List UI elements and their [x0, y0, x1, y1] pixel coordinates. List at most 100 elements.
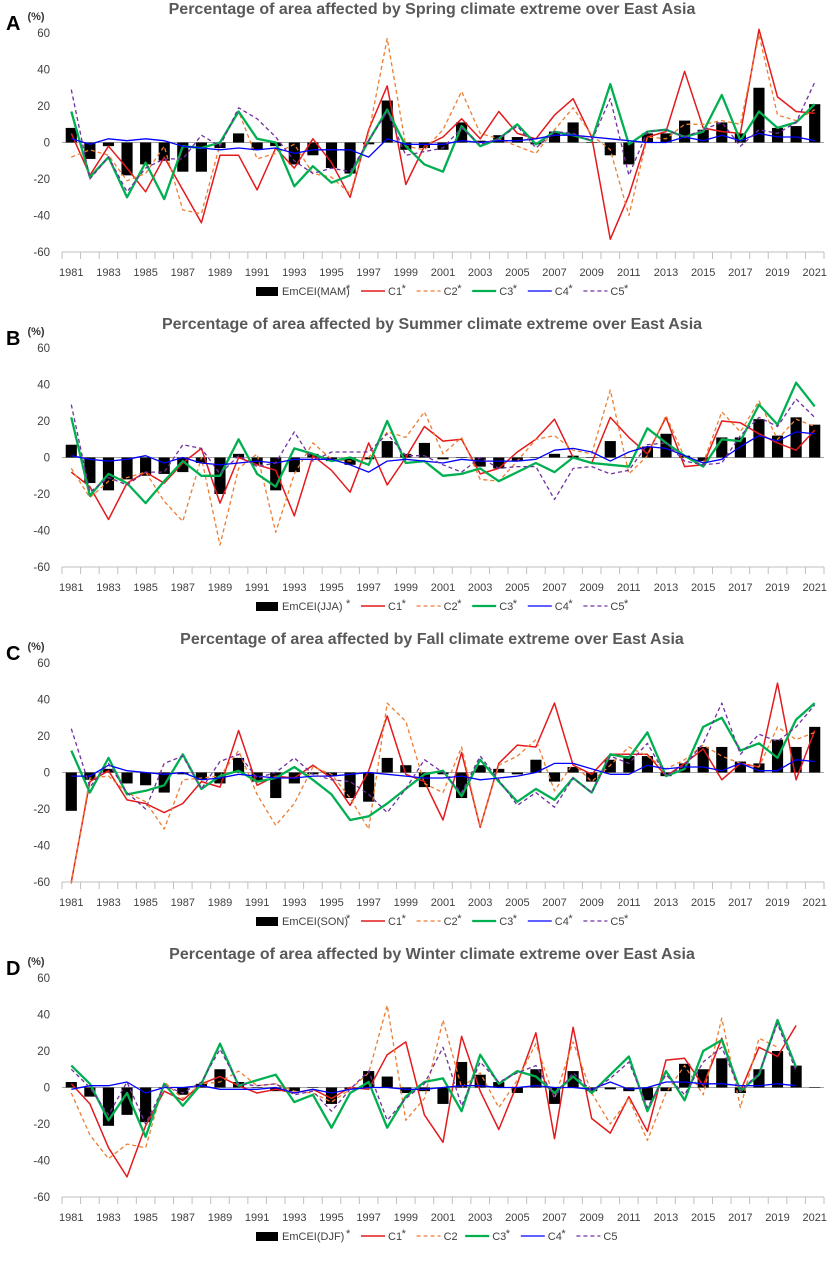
x-tick-label: 1983	[96, 897, 120, 909]
x-tick-label: 1993	[282, 1212, 306, 1224]
bar-1990	[232, 133, 245, 143]
bar-1989	[214, 1069, 226, 1088]
bar-2020	[790, 126, 802, 143]
bar-1997	[363, 772, 375, 802]
bar-1983	[102, 142, 115, 147]
x-tick-label: 1999	[394, 267, 418, 279]
bar-1997	[363, 142, 375, 145]
bar-2016	[716, 437, 728, 458]
y-tick-label: 20	[37, 731, 50, 743]
chart-title: Percentage of area affected by Summer cl…	[162, 316, 702, 333]
x-tick-label: 1987	[171, 582, 195, 594]
bar-1991	[251, 772, 263, 782]
series-line-c2	[70, 702, 815, 884]
bar-1982	[84, 142, 96, 159]
x-tick-label: 1995	[319, 1212, 343, 1224]
y-tick-label: -60	[33, 877, 50, 889]
series-line-c5	[70, 1022, 797, 1125]
x-tick-label: 2009	[579, 897, 603, 909]
legend-significance-star: *	[402, 1228, 407, 1240]
x-tick-label: 1989	[208, 267, 232, 279]
legend-significance-star: *	[346, 1228, 351, 1240]
x-tick-label: 1989	[208, 897, 232, 909]
x-tick-label: 2009	[579, 267, 603, 279]
legend-significance-star: *	[561, 1228, 566, 1240]
legend-label: EmCEI(MAM)	[282, 286, 350, 298]
y-tick-label: 0	[44, 1083, 50, 1095]
x-tick-label: 2005	[505, 267, 529, 279]
legend-label: C1	[388, 286, 402, 298]
bar-2009	[586, 142, 598, 143]
legend-significance-star: *	[457, 913, 462, 925]
bar-2008	[567, 122, 579, 143]
x-tick-label: 2013	[654, 582, 678, 594]
y-tick-label: -20	[33, 804, 50, 816]
legend-significance-star: *	[457, 283, 462, 295]
legend-significance-star: *	[624, 283, 629, 295]
x-tick-label: 2011	[617, 267, 641, 279]
y-tick-label: -60	[33, 562, 50, 574]
bar-2001	[437, 1087, 449, 1104]
legend-swatch-bars	[256, 917, 278, 926]
bar-1987	[177, 457, 189, 473]
x-tick-label: 1981	[59, 897, 83, 909]
y-tick-label: 60	[37, 658, 50, 670]
bar-1999	[400, 1087, 412, 1093]
x-tick-label: 1997	[356, 267, 380, 279]
bar-2016	[716, 746, 728, 773]
bar-2018	[753, 87, 765, 143]
y-tick-label: -20	[33, 489, 50, 501]
y-tick-label: -20	[33, 1119, 50, 1131]
series-line-c4	[71, 431, 815, 473]
x-tick-label: 1991	[245, 1212, 269, 1224]
bar-2016	[716, 1058, 728, 1088]
x-tick-label: 2019	[765, 582, 789, 594]
panel-a: A Percentage of area affected by Spring c…	[6, 1, 827, 298]
bar-2012	[641, 756, 654, 773]
bar-2005	[511, 457, 523, 462]
bar-1995	[325, 1087, 338, 1104]
bar-2002	[456, 1061, 468, 1088]
x-tick-label: 1991	[245, 582, 269, 594]
y-tick-label: 60	[37, 973, 50, 985]
chart-title: Percentage of area affected by Winter cl…	[169, 946, 695, 963]
legend-label: C1	[388, 916, 402, 928]
legend-significance-star: *	[513, 283, 518, 295]
series-line-c2	[71, 34, 816, 217]
legend-significance-star: *	[568, 598, 573, 610]
y-tick-label: -60	[33, 247, 50, 259]
bar-1985	[140, 772, 152, 786]
bar-1982	[84, 1087, 96, 1097]
bar-1988	[195, 142, 207, 172]
x-tick-label: 1987	[171, 1212, 195, 1224]
series-line-c1	[70, 416, 816, 521]
bar-1991	[251, 1087, 263, 1088]
legend-label: C5	[610, 916, 624, 928]
y-tick-label: 40	[37, 695, 50, 707]
bar-1985	[140, 1087, 152, 1123]
series-line-c1	[70, 1025, 797, 1178]
bar-2015	[697, 129, 709, 143]
x-tick-label: 2007	[542, 897, 566, 909]
legend-significance-star: *	[513, 913, 518, 925]
bar-1988	[195, 457, 207, 463]
bar-1998	[381, 1076, 393, 1088]
x-tick-label: 1999	[394, 1212, 418, 1224]
x-tick-label: 2015	[691, 267, 715, 279]
bar-1992	[270, 457, 282, 491]
legend: EmCEI(SON)* C1 * C2 * C3 * C4 * C5 *	[256, 913, 629, 928]
bar-1994	[307, 772, 319, 775]
y-tick-label: -40	[33, 1156, 50, 1168]
legend-label: C5	[610, 286, 624, 298]
x-tick-label: 1989	[208, 1212, 232, 1224]
bar-2021	[809, 424, 821, 458]
x-tick-label: 2017	[728, 582, 752, 594]
bar-2001	[437, 457, 449, 460]
x-tick-label: 2005	[505, 897, 529, 909]
bar-2006	[530, 759, 542, 773]
bar-1998	[381, 441, 393, 458]
legend-significance-star: *	[346, 913, 351, 925]
bar-1984	[121, 1087, 133, 1115]
x-tick-label: 2005	[505, 1212, 529, 1224]
